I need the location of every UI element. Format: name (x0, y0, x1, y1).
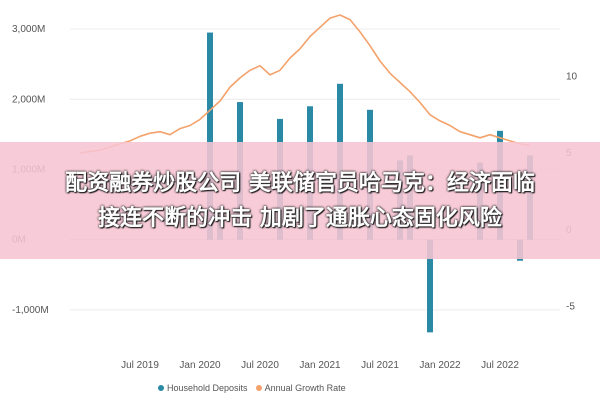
x-tick-label: Jan 2020 (179, 360, 221, 371)
y-left-tick-label: 2,000M (12, 94, 45, 105)
y-right-tick-label: -5 (566, 302, 575, 313)
x-tick-label: Jul 2020 (241, 360, 279, 371)
y-left-tick-label: -1,000M (12, 305, 49, 316)
y-left-tick-label: 3,000M (12, 24, 45, 35)
headline-line-2: 接连不断的冲击 加剧了通胀心态固化风险 (98, 205, 502, 231)
legend-label-annual-growth-rate: Annual Growth Rate (264, 383, 346, 393)
legend-item-annual-growth-rate[interactable]: Annual Growth Rate (255, 383, 346, 393)
x-axis-labels: Jul 2019 Jan 2020 Jul 2020 Jan 2021 Jul 2021… (121, 360, 519, 371)
annual-growth-rate-polyline[interactable] (79, 14, 531, 154)
legend-swatch-household-deposits (158, 385, 164, 391)
legend: Household Deposits Annual Growth Rate (158, 383, 346, 393)
x-tick-label: Jul 2019 (121, 360, 159, 371)
annual-growth-rate-line (79, 14, 531, 154)
legend-label-household-deposits: Household Deposits (167, 383, 248, 393)
headline-text: 配资融券炒股公司 美联储官员哈马克：经济面临 接连不断的冲击 加剧了通胀心态固化… (10, 166, 590, 236)
headline-banner: 配资融券炒股公司 美联储官员哈马克：经济面临 接连不断的冲击 加剧了通胀心态固化… (0, 142, 600, 259)
legend-item-household-deposits[interactable]: Household Deposits (158, 383, 248, 393)
legend-swatch-annual-growth-rate (255, 385, 262, 391)
x-tick-label: Jan 2021 (299, 360, 341, 371)
x-tick-label: Jan 2022 (419, 360, 461, 371)
x-tick-label: Jul 2022 (481, 360, 519, 371)
x-tick-label: Jul 2021 (361, 360, 399, 371)
household-deposits-bar[interactable] (427, 239, 433, 333)
y-right-tick-label: 10 (566, 71, 578, 82)
household-deposits-bar[interactable] (207, 32, 213, 240)
headline-line-1: 配资融券炒股公司 美联储官员哈马克：经济面临 (65, 170, 535, 196)
